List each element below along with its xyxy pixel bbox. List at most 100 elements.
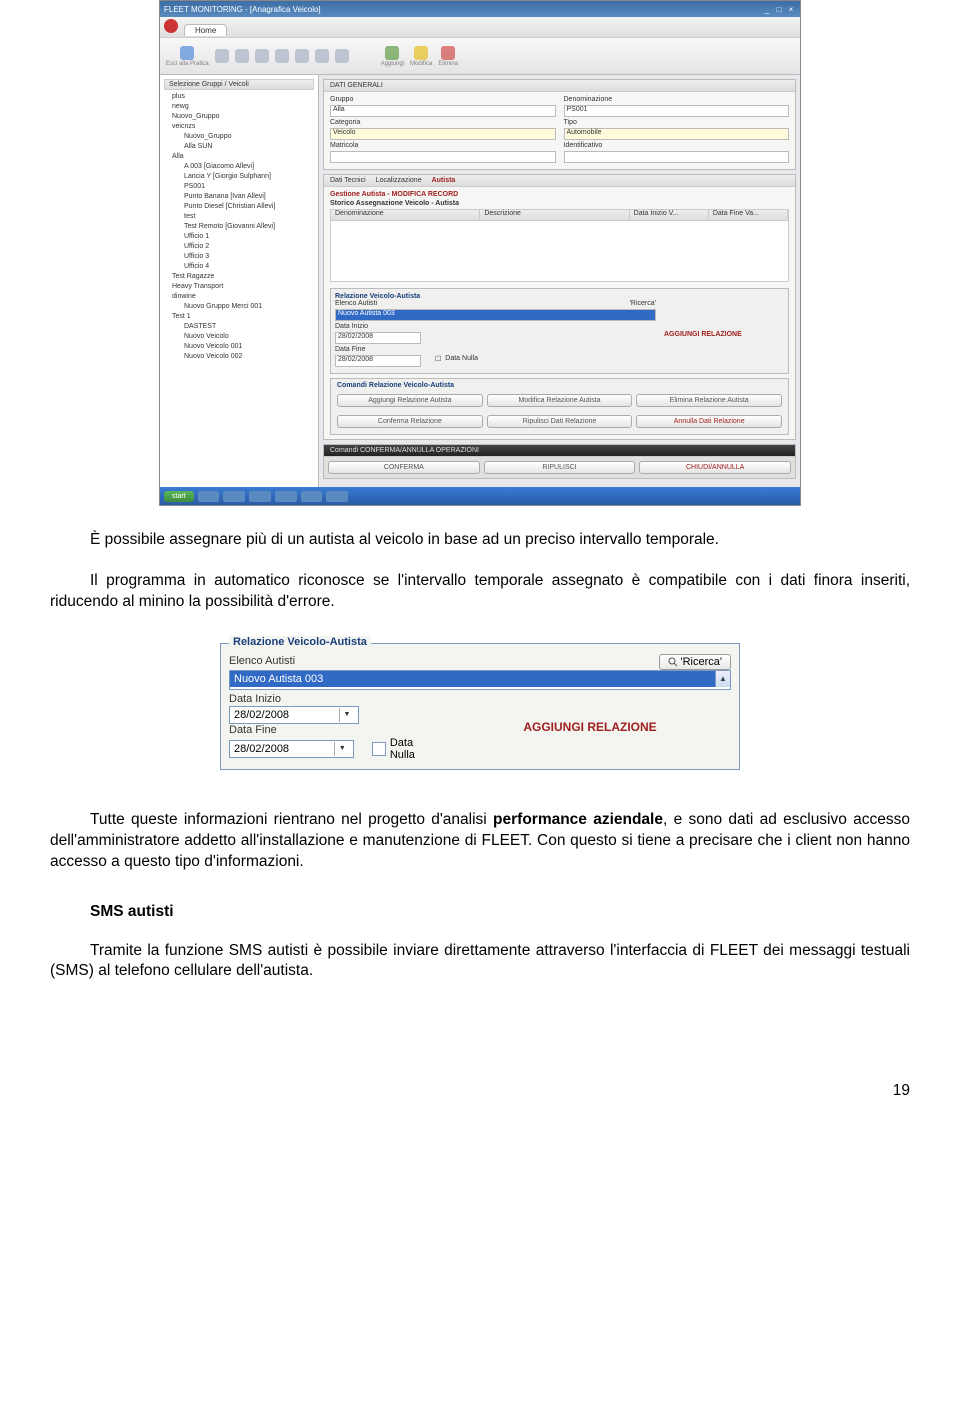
close-button[interactable]: CHIUDI/ANNULLA <box>639 461 791 474</box>
tree-node[interactable]: Test 1 <box>164 312 314 322</box>
cmd-button[interactable]: Modifica Relazione Autista <box>487 394 633 407</box>
label: Elenco Autisti <box>229 655 659 667</box>
cmd-button[interactable]: Ripulisci Dati Relazione <box>487 415 633 428</box>
taskbar-item[interactable] <box>301 491 323 502</box>
tree-node[interactable]: Alla SUN <box>164 142 314 152</box>
ribbon-tab-home[interactable]: Home <box>184 24 227 36</box>
date-inizio-input[interactable]: 28/02/2008▼ <box>229 706 359 724</box>
tree-node[interactable]: Ufficio 4 <box>164 262 314 272</box>
main-area: DATI GENERALI Gruppo Alla Categoria Veic… <box>319 75 800 487</box>
search-icon <box>668 657 678 667</box>
toolbar-delete-button[interactable]: Elimina <box>438 46 458 67</box>
tree-node[interactable]: plus <box>164 92 314 102</box>
subtab[interactable]: Localizzazione <box>376 177 422 184</box>
taskbar-item[interactable] <box>326 491 348 502</box>
field-label: Categoria <box>330 119 400 126</box>
taskbar-item[interactable] <box>249 491 271 502</box>
tree-node[interactable]: Lancia Y [Giorgio Sulphann] <box>164 172 314 182</box>
tree-node[interactable]: Nuovo_Gruppo <box>164 132 314 142</box>
toolbar-button[interactable] <box>255 49 269 63</box>
tree-node[interactable]: Test Remoto [Giovanni Allevi] <box>164 222 314 232</box>
toolbar-button[interactable]: Esci alla Pratica <box>166 46 209 67</box>
tree-node[interactable]: A 003 [Giacomo Allevi] <box>164 162 314 172</box>
field-label: Matricola <box>330 142 400 149</box>
sub-panel: Dati Tecnici Localizzazione Autista Gest… <box>323 174 796 440</box>
toolbar-button[interactable] <box>295 49 309 63</box>
field-input[interactable]: Veicolo <box>330 128 556 140</box>
tree-node[interactable]: PS001 <box>164 182 314 192</box>
tree-node[interactable]: Test Ragazze <box>164 272 314 282</box>
toolbar-add-button[interactable]: Aggiungi <box>381 46 404 67</box>
tree-node[interactable]: Nuovo Veicolo 001 <box>164 342 314 352</box>
tree-node[interactable]: Nuovo Gruppo Merci 001 <box>164 302 314 312</box>
field-input[interactable]: Automobile <box>564 128 790 140</box>
tree-node[interactable]: dinwine <box>164 292 314 302</box>
footer-panel: Comandi CONFERMA/ANNULLA OPERAZIONI CONF… <box>323 444 796 479</box>
toolbar-button[interactable] <box>275 49 289 63</box>
tree-node[interactable]: Ufficio 1 <box>164 232 314 242</box>
toolbar-button[interactable] <box>215 49 229 63</box>
subtab[interactable]: Dati Tecnici <box>330 177 366 184</box>
toolbar-button[interactable] <box>315 49 329 63</box>
add-relation-label: AGGIUNGI RELAZIONE <box>523 720 656 734</box>
selected-autista[interactable]: Nuovo Autista 003 <box>230 671 715 687</box>
cmd-button[interactable]: Conferma Relazione <box>337 415 483 428</box>
cmd-button[interactable]: Aggiungi Relazione Autista <box>337 394 483 407</box>
app-screenshot-full: FLEET MONITORING - [Anagrafica Veicolo] … <box>159 0 801 506</box>
field-input[interactable] <box>330 151 556 163</box>
subsection-title: Storico Assegnazione Veicolo - Autista <box>330 200 789 207</box>
cmd-button[interactable]: Elimina Relazione Autista <box>636 394 782 407</box>
toolbar-button[interactable] <box>335 49 349 63</box>
toolbar-button[interactable] <box>235 49 249 63</box>
app-icon <box>164 19 178 33</box>
section-heading: SMS autisti <box>90 903 910 921</box>
tree-node[interactable]: Punto Diesel [Christian Allevi] <box>164 202 314 212</box>
tree-node[interactable]: Nuovo Veicolo <box>164 332 314 342</box>
toolbar-edit-button[interactable]: Modifica <box>410 46 432 67</box>
taskbar: start <box>160 487 800 505</box>
tree-node[interactable]: test <box>164 212 314 222</box>
search-button[interactable]: 'Ricerca' <box>659 654 732 670</box>
label: Elenco Autisti <box>335 300 405 307</box>
tree-node[interactable]: newg <box>164 102 314 112</box>
general-panel: DATI GENERALI Gruppo Alla Categoria Veic… <box>323 79 796 170</box>
tree-node[interactable]: Ufficio 3 <box>164 252 314 262</box>
tree-node[interactable]: Nuovo Veicolo 002 <box>164 352 314 362</box>
start-button[interactable]: start <box>164 491 194 502</box>
checkbox-label[interactable]: Data Nulla <box>445 355 478 367</box>
confirm-button[interactable]: CONFERMA <box>328 461 480 474</box>
field-input[interactable] <box>564 151 790 163</box>
taskbar-item[interactable] <box>275 491 297 502</box>
taskbar-item[interactable] <box>198 491 220 502</box>
sidebar-header: Selezione Gruppi / Veicoli <box>164 79 314 90</box>
add-relation-label: AGGIUNGI RELAZIONE <box>664 331 742 338</box>
tree-node[interactable]: Nuovo_Gruppo <box>164 112 314 122</box>
subtab[interactable]: Autista <box>432 177 456 184</box>
field-input[interactable]: Alla <box>330 105 556 117</box>
date-input[interactable]: 28/02/2008 <box>335 355 421 367</box>
date-input[interactable]: 28/02/2008 <box>335 332 421 344</box>
body-paragraph: È possibile assegnare più di un autista … <box>50 530 910 551</box>
cmd-button[interactable]: Annulla Dati Relazione <box>636 415 782 428</box>
tree-node[interactable]: Heavy Transport <box>164 282 314 292</box>
clear-button[interactable]: RIPULISCI <box>484 461 636 474</box>
chevron-down-icon[interactable]: ▼ <box>334 742 349 756</box>
data-nulla-checkbox[interactable] <box>372 742 385 756</box>
tree[interactable]: plus newg Nuovo_Gruppo veicnzs Nuovo_Gru… <box>164 92 314 362</box>
taskbar-item[interactable] <box>223 491 245 502</box>
scroll-up-icon[interactable]: ▲ <box>715 671 730 687</box>
search-button[interactable]: 'Ricerca' <box>630 300 656 307</box>
tree-node[interactable]: DASTEST <box>164 322 314 332</box>
field-label: Tipo <box>564 119 634 126</box>
chevron-down-icon[interactable]: ▼ <box>339 708 354 722</box>
tree-node[interactable]: veicnzs <box>164 122 314 132</box>
tree-node[interactable]: Ufficio 2 <box>164 242 314 252</box>
selected-autista[interactable]: Nuovo Autista 003 <box>335 309 656 321</box>
date-fine-input[interactable]: 28/02/2008▼ <box>229 740 354 758</box>
grid-body[interactable] <box>330 221 789 282</box>
cmd-title: Comandi Relazione Veicolo-Autista <box>333 381 786 390</box>
tree-node[interactable]: Punto Banana [Ivan Allevi] <box>164 192 314 202</box>
body-paragraph: Tutte queste informazioni rientrano nel … <box>50 810 910 873</box>
tree-node[interactable]: Alla <box>164 152 314 162</box>
field-input[interactable]: PS001 <box>564 105 790 117</box>
